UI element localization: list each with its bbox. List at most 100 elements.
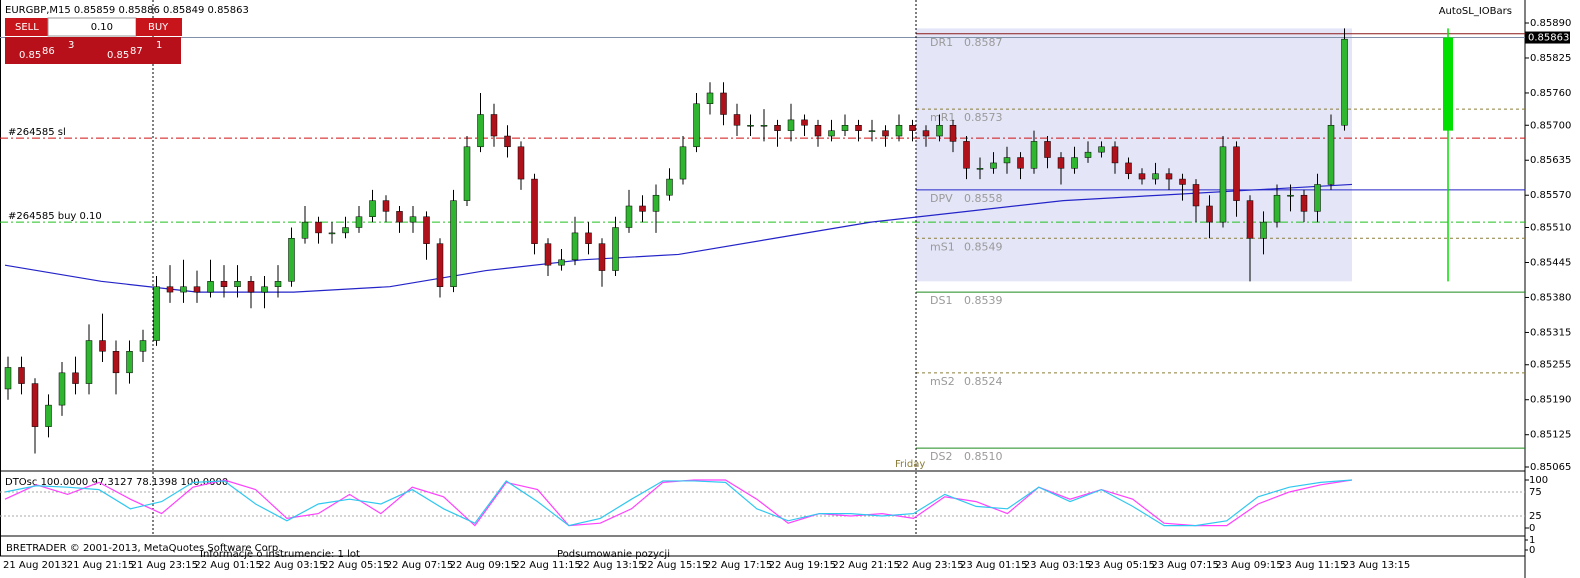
candle-body [85,340,93,384]
candle-body [558,259,565,266]
oscillator-tick-label: 75 [1529,487,1542,498]
candle-body [598,243,606,271]
y-tick-label: 0.85825 [1530,53,1571,64]
price-box[interactable] [93,37,181,64]
buy-label[interactable]: BUY [148,22,169,33]
candle-body [679,146,687,180]
y-tick-label: 0.85315 [1530,327,1571,338]
candle-body [1233,146,1240,201]
candle-body [220,281,228,287]
y-tick-label: 0.85890 [1530,18,1571,29]
candle-body [1165,173,1173,180]
candle-body [301,221,309,239]
lot-value[interactable]: 0.10 [91,22,113,33]
y-tick-label: 0.85510 [1530,223,1571,234]
candle-body [1219,146,1227,223]
price-prefix[interactable]: 0.85 [107,50,129,61]
price-small[interactable]: 3 [68,40,74,51]
session-label: Friday [895,459,925,470]
candle-body [490,114,498,137]
price-big[interactable]: 87 [130,46,143,57]
candle-body [382,200,390,212]
candle-body [139,340,147,352]
candle-body [355,216,363,228]
x-tick-label: 23 Aug 05:15 [1088,560,1155,571]
candle-body [855,125,862,131]
candle-body [4,367,12,390]
x-tick-label: 23 Aug 01:15 [960,560,1027,571]
sell-button[interactable] [5,18,48,36]
candle-body [1098,146,1105,153]
tab-info[interactable]: Informacje o instrumencie: 1 lot [200,549,360,560]
footer-copyright: BRETRADER © 2001-2013, MetaQuotes Softwa… [6,543,281,554]
candle-body [828,130,835,137]
candle-body [544,243,552,266]
candle-body [369,200,376,217]
y-tick-label: 0.85445 [1530,257,1571,268]
candle-body [477,114,484,148]
candle-body [1017,157,1024,169]
candle-body [58,372,66,406]
candle-body [396,211,403,223]
candle-body [936,125,943,137]
pivot-name: mR1 [930,111,955,124]
candle-body [774,125,781,131]
candle-body [652,194,660,212]
sell-label[interactable]: SELL [15,22,39,33]
candle-body [922,130,930,137]
candle-body [1206,205,1213,223]
candle-body [193,286,201,293]
candle-body [1030,141,1038,169]
candle-body [1071,157,1078,169]
chart-title: EURGBP,M15 0.85859 0.85886 0.85849 0.858… [5,5,249,16]
candle-body [720,92,727,115]
y-tick-label: 0.85635 [1530,155,1571,166]
footer-tick-label: 0 [1529,545,1535,556]
candle-body [1327,125,1335,185]
y-tick-label: 0.85380 [1530,292,1571,303]
candle-body [126,351,133,374]
candle-body [45,404,52,427]
pivot-name: DS1 [930,294,952,307]
candle-body [801,119,808,126]
candle-body [571,232,579,261]
io-bar-body [1443,37,1453,131]
candle-body [1341,38,1348,126]
buy-button[interactable] [136,18,182,36]
candle-body [436,243,444,287]
candle-body [1138,173,1146,180]
current-price-badge [1525,31,1570,44]
candle-body [315,221,322,234]
candle-body [328,232,336,235]
candle-body [288,238,295,282]
candle-body [868,130,876,132]
pivot-name: DR1 [930,36,953,49]
oscillator-tick-label: 100 [1529,475,1548,486]
candle-body [450,200,457,287]
price-big[interactable]: 86 [42,46,55,57]
candle-body [247,281,255,293]
y-tick-label: 0.85125 [1530,430,1571,441]
price-small[interactable]: 1 [156,40,162,51]
x-tick-label: 22 Aug 21:15 [832,560,899,571]
candle-body [990,162,997,169]
y-tick-label: 0.85065 [1530,462,1571,473]
x-tick-label: 21 Aug 21:15 [67,560,134,571]
candle-body [760,125,768,127]
candle-body [909,125,916,131]
candle-body [207,281,214,293]
tab-summary[interactable]: Podsumowanie pozycji [557,549,670,560]
candle-body [180,286,187,293]
candle-body [234,281,241,287]
price-prefix[interactable]: 0.85 [19,50,41,61]
candle-body [733,114,741,126]
order-label: #264585 sl [8,127,66,138]
x-tick-label: 21 Aug 23:15 [131,560,198,571]
indicator-name: AutoSL_IOBars [1439,6,1512,17]
price-box[interactable] [5,37,93,64]
candle-body [1260,221,1267,239]
candle-body [882,130,889,137]
candle-body [99,340,106,352]
x-tick-label: 21 Aug 2013 [3,560,67,571]
